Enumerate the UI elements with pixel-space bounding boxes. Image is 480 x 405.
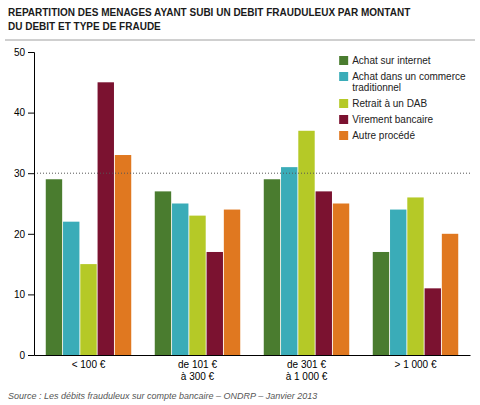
title-line: REPARTITION DES MENAGES AYANT SUBI UN DE… <box>8 7 410 18</box>
x-tick-label: de 301 €à 1 000 € <box>286 359 328 382</box>
bar <box>407 197 423 355</box>
y-tick: 30 <box>14 168 34 179</box>
series <box>46 179 389 355</box>
bar <box>264 179 280 355</box>
bar <box>298 131 314 355</box>
y-tick: 20 <box>14 229 34 240</box>
bar <box>316 191 332 355</box>
legend-swatch <box>339 72 348 81</box>
series <box>115 155 458 355</box>
legend-swatch <box>339 115 348 124</box>
legend: Achat sur internet Achat dans un commerce… <box>339 55 466 141</box>
x-tick-label-line: de 101 € <box>178 359 217 370</box>
bar <box>63 222 79 355</box>
y-tick-label: 0 <box>19 350 25 361</box>
source: Source : Les débits frauduleux sur compt… <box>8 391 317 401</box>
legend-item: Retrait à un DAB <box>339 98 427 109</box>
bar <box>373 252 389 355</box>
y-axis: 0 10 20 30 40 50 <box>14 47 35 361</box>
legend-swatch <box>339 131 348 140</box>
y-tick-label: 40 <box>14 107 26 118</box>
bar <box>390 210 406 355</box>
title: REPARTITION DES MENAGES AYANT SUBI UN DE… <box>8 7 410 32</box>
legend-item: Achat sur internet <box>339 55 431 66</box>
x-tick: de 301 €à 1 000 € <box>286 355 328 382</box>
y-tick-mark <box>28 355 34 356</box>
legend-label: Achat sur internet <box>352 55 431 66</box>
legend-label-line: Retrait à un DAB <box>352 98 427 109</box>
y-tick-mark <box>28 173 34 174</box>
bars <box>34 82 470 355</box>
y-tick: 40 <box>14 107 34 118</box>
x-tick-label-line: de 301 € <box>287 359 326 370</box>
legend-item: Achat dans un commercetraditionnel <box>339 71 466 93</box>
title-line: DU DEBIT ET TYPE DE FRAUDE <box>8 21 161 32</box>
y-tick: 0 <box>19 350 34 361</box>
bar <box>46 179 62 355</box>
bar <box>98 82 114 355</box>
series <box>63 167 406 355</box>
legend-item: Autre procédé <box>339 130 415 141</box>
legend-label-line: Achat sur internet <box>352 55 431 66</box>
y-axis-domain <box>28 53 35 356</box>
y-tick: 10 <box>14 289 34 300</box>
bar <box>224 210 240 355</box>
x-axis: < 100 € de 101 €à 300 € de 301 €à 1 000 € >… <box>35 355 471 382</box>
x-tick: < 100 € <box>72 355 106 370</box>
x-tick-label-line: > 1 000 € <box>395 359 437 370</box>
x-axis-domain <box>35 355 471 356</box>
bar <box>115 155 131 355</box>
legend-label-line: traditionnel <box>352 82 401 93</box>
legend-swatch <box>339 56 348 65</box>
y-tick-mark <box>28 234 34 235</box>
plot: 0 10 20 30 40 50 < 100 € de 101 €à 300 € de 301 … <box>14 47 471 382</box>
separator <box>5 40 475 41</box>
legend-swatch <box>339 99 348 108</box>
series <box>98 82 441 355</box>
legend-label: Retrait à un DAB <box>352 98 427 109</box>
legend-label-line: Achat dans un commerce <box>352 71 466 82</box>
legend-label: Virement bancaire <box>352 114 433 125</box>
bar <box>80 264 96 355</box>
y-tick-label: 10 <box>14 289 26 300</box>
bar <box>155 191 171 355</box>
bar <box>172 204 188 356</box>
y-tick-mark <box>28 113 34 114</box>
x-tick-label: de 101 €à 300 € <box>178 359 217 382</box>
reference-line <box>34 173 470 174</box>
x-tick: > 1 000 € <box>395 355 437 370</box>
legend-label-line: Autre procédé <box>352 130 415 141</box>
x-tick-label-line: à 300 € <box>181 371 215 382</box>
bar <box>207 252 223 355</box>
legend-label-line: Virement bancaire <box>352 114 433 125</box>
bar <box>189 216 205 355</box>
bar <box>281 167 297 355</box>
x-tick-label-line: < 100 € <box>72 359 106 370</box>
legend-label: Achat dans un commercetraditionnel <box>352 71 466 93</box>
legend-item: Virement bancaire <box>339 114 433 125</box>
y-tick-label: 50 <box>14 47 26 58</box>
bar <box>425 288 441 355</box>
chart: REPARTITION DES MENAGES AYANT SUBI UN DE… <box>0 0 480 405</box>
legend-label: Autre procédé <box>352 130 415 141</box>
y-tick-label: 30 <box>14 168 26 179</box>
bar <box>442 234 458 355</box>
y-tick-label: 20 <box>14 229 26 240</box>
bar <box>333 204 349 356</box>
series <box>80 131 423 355</box>
x-tick-label: > 1 000 € <box>395 359 437 370</box>
y-tick: 50 <box>14 47 34 58</box>
x-tick: de 101 €à 300 € <box>178 355 217 382</box>
y-tick-mark <box>28 52 34 53</box>
x-tick-label-line: à 1 000 € <box>286 371 328 382</box>
x-tick-label: < 100 € <box>72 359 106 370</box>
y-tick-mark <box>28 294 34 295</box>
